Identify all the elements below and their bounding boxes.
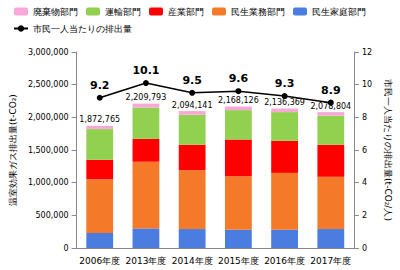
svg-text:2016年度: 2016年度 bbox=[264, 256, 305, 266]
svg-text:500,000: 500,000 bbox=[36, 211, 69, 220]
svg-text:民生家庭部門: 民生家庭部門 bbox=[312, 7, 366, 17]
svg-text:9.5: 9.5 bbox=[182, 74, 202, 87]
svg-text:10.1: 10.1 bbox=[132, 64, 159, 77]
svg-text:民生業務部門: 民生業務部門 bbox=[231, 7, 285, 17]
svg-text:産業部門: 産業部門 bbox=[168, 7, 204, 17]
svg-text:市民一人当たりの排出量: 市民一人当たりの排出量 bbox=[33, 24, 132, 34]
svg-text:8.9: 8.9 bbox=[321, 84, 341, 97]
svg-text:2,500,000: 2,500,000 bbox=[28, 80, 69, 89]
svg-text:0: 0 bbox=[64, 244, 69, 253]
svg-text:9.2: 9.2 bbox=[90, 79, 110, 92]
svg-text:12: 12 bbox=[362, 48, 372, 57]
svg-text:8: 8 bbox=[362, 113, 367, 122]
svg-text:1,872,765: 1,872,765 bbox=[79, 115, 120, 124]
svg-text:2013年度: 2013年度 bbox=[125, 256, 166, 266]
svg-text:2,078,804: 2,078,804 bbox=[310, 101, 352, 111]
svg-text:2,000,000: 2,000,000 bbox=[28, 113, 69, 122]
svg-text:2017年度: 2017年度 bbox=[310, 256, 351, 266]
svg-text:2014年度: 2014年度 bbox=[172, 256, 213, 266]
svg-text:2,168,126: 2,168,126 bbox=[218, 96, 259, 105]
svg-text:市民一人当たりの排出量(t-CO₂/人): 市民一人当たりの排出量(t-CO₂/人) bbox=[383, 79, 393, 221]
svg-text:1,000,000: 1,000,000 bbox=[28, 178, 69, 187]
svg-text:2015年度: 2015年度 bbox=[218, 256, 259, 266]
svg-text:9.6: 9.6 bbox=[229, 72, 249, 85]
svg-text:4: 4 bbox=[362, 178, 367, 187]
svg-text:2: 2 bbox=[362, 211, 367, 220]
svg-text:3,000,000: 3,000,000 bbox=[28, 48, 69, 57]
svg-text:9.3: 9.3 bbox=[275, 77, 295, 90]
svg-text:2,209,793: 2,209,793 bbox=[126, 93, 167, 102]
svg-text:2,136,369: 2,136,369 bbox=[264, 98, 305, 107]
svg-text:温室効果ガス排出量(t-CO₂): 温室効果ガス排出量(t-CO₂) bbox=[8, 94, 18, 206]
svg-text:1,500,000: 1,500,000 bbox=[28, 146, 69, 155]
svg-text:0: 0 bbox=[362, 244, 367, 253]
svg-text:2006年度: 2006年度 bbox=[79, 256, 120, 266]
svg-text:6: 6 bbox=[362, 146, 367, 155]
svg-text:10: 10 bbox=[362, 80, 372, 89]
svg-text:2,094,141: 2,094,141 bbox=[172, 101, 213, 110]
svg-text:運輸部門: 運輸部門 bbox=[105, 7, 141, 17]
svg-text:廃棄物部門: 廃棄物部門 bbox=[33, 7, 78, 17]
